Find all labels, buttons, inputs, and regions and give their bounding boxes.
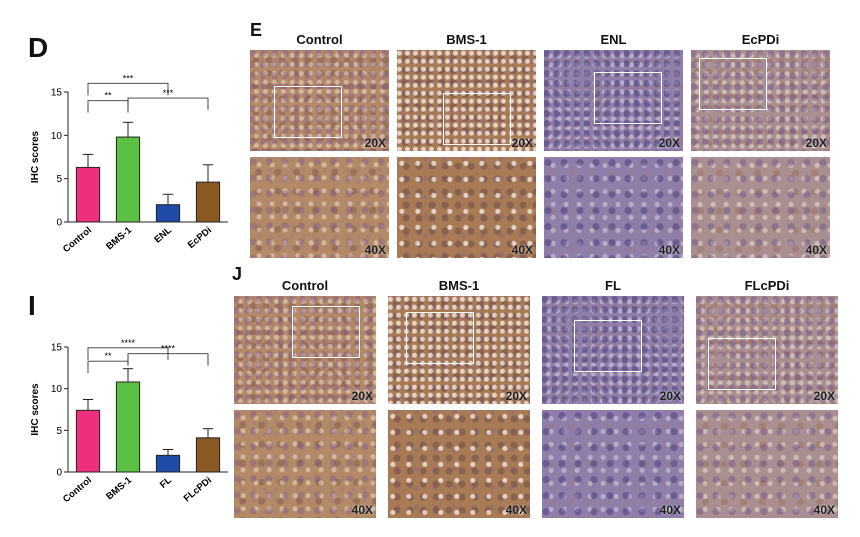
- x-tick-label: EcPDi: [186, 225, 214, 251]
- x-tick-label: FL: [158, 475, 174, 491]
- ihc-image-20x: 20X: [542, 296, 684, 404]
- column-title: BMS-1: [438, 278, 480, 293]
- ihc-image-20x: 20X: [234, 296, 376, 404]
- bar-bms-1: [115, 381, 141, 473]
- bar-fl: [155, 454, 181, 473]
- magnification-label: 20X: [351, 389, 373, 403]
- zoom-region-box: [699, 58, 767, 110]
- panel-letter-i: I: [28, 290, 36, 321]
- bar-ecpdi: [195, 181, 221, 223]
- magnification-label: 40X: [658, 243, 680, 257]
- x-tick-label: BMS-1: [104, 474, 134, 502]
- ihc-image-40x: 40X: [542, 410, 684, 518]
- ihc-image-grid-e: Control 20X 40X BMS-1 20X 40X ENL 20X 40X EcPDi 20…: [250, 32, 830, 258]
- ihc-image-20x: 20X: [388, 296, 530, 404]
- x-tick-label: Control: [61, 475, 94, 505]
- significance-bracket: [127, 97, 209, 111]
- magnification-label: 40X: [351, 503, 373, 517]
- zoom-region-box: [574, 320, 642, 372]
- y-tick-label: 0: [56, 218, 62, 229]
- magnification-label: 40X: [511, 243, 533, 257]
- magnification-label: 20X: [658, 136, 680, 150]
- y-tick-label: 5: [56, 426, 62, 437]
- zoom-region-box: [406, 312, 474, 364]
- ihc-image-40x: 40X: [544, 157, 683, 258]
- bar-control: [75, 409, 101, 473]
- y-tick-label: 5: [56, 174, 62, 185]
- ihc-image-20x: 20X: [691, 50, 830, 151]
- column-title: Control: [296, 32, 343, 47]
- y-tick-label: 10: [51, 384, 63, 395]
- column-title: EcPDi: [741, 32, 780, 47]
- significance-bracket: [87, 360, 129, 374]
- significance-label: ****: [161, 344, 176, 354]
- zoom-region-box: [292, 306, 360, 358]
- magnification-label: 20X: [805, 136, 827, 150]
- x-tick-label: FLcPDi: [182, 475, 214, 504]
- ihc-image-grid-j: Control 20X 40X BMS-1 20X 40X FL 20X 40X FLcPDi 20…: [234, 278, 838, 518]
- magnification-label: 40X: [364, 243, 386, 257]
- y-tick-label: 0: [56, 468, 62, 479]
- column-title: FL: [605, 278, 621, 293]
- zoom-region-box: [274, 86, 342, 138]
- panel-letter-d: D: [28, 32, 49, 63]
- x-tick-label: ENL: [152, 225, 174, 246]
- ihc-image-40x: 40X: [696, 410, 838, 518]
- magnification-label: 40X: [813, 503, 835, 517]
- ihc-image-40x: 40X: [388, 410, 530, 518]
- significance-label: ***: [123, 73, 134, 83]
- magnification-label: 20X: [364, 136, 386, 150]
- significance-label: ****: [121, 338, 136, 348]
- y-tick-label: 15: [51, 343, 63, 354]
- y-axis-label: IHC scores: [30, 383, 41, 436]
- y-tick-label: 15: [51, 88, 63, 99]
- y-axis-label: IHC scores: [30, 130, 41, 183]
- zoom-region-box: [443, 93, 511, 145]
- x-tick-label: BMS-1: [104, 224, 134, 252]
- ihc-image-40x: 40X: [397, 157, 536, 258]
- bar-enl: [155, 204, 181, 223]
- panel-letter-j: J: [232, 264, 243, 284]
- significance-label: **: [104, 91, 112, 101]
- x-tick-label: Control: [61, 225, 94, 255]
- magnification-label: 20X: [511, 136, 533, 150]
- significance-bracket: [87, 82, 169, 96]
- ihc-image-20x: 20X: [397, 50, 536, 151]
- ihc-image-20x: 20X: [250, 50, 389, 151]
- bar-flcpdi: [195, 437, 221, 473]
- ihc-image-20x: 20X: [696, 296, 838, 404]
- zoom-region-box: [708, 338, 776, 390]
- ihc-image-40x: 40X: [250, 157, 389, 258]
- magnification-label: 40X: [505, 503, 527, 517]
- column-title: ENL: [600, 32, 627, 47]
- column-title: Control: [281, 278, 329, 293]
- panel-letter-e: E: [250, 20, 263, 40]
- significance-label: ***: [163, 88, 174, 98]
- column-title: FLcPDi: [744, 278, 790, 293]
- ihc-image-20x: 20X: [544, 50, 683, 151]
- magnification-label: 20X: [813, 389, 835, 403]
- ihc-image-40x: 40X: [691, 157, 830, 258]
- bar-bms-1: [115, 136, 141, 223]
- bar-control: [75, 166, 101, 223]
- significance-label: **: [104, 351, 112, 361]
- magnification-label: 20X: [505, 389, 527, 403]
- zoom-region-box: [594, 72, 662, 124]
- magnification-label: 40X: [805, 243, 827, 257]
- column-title: BMS-1: [446, 32, 487, 47]
- y-tick-label: 10: [51, 131, 63, 142]
- significance-bracket: [87, 100, 129, 113]
- magnification-label: 40X: [659, 503, 681, 517]
- magnification-label: 20X: [659, 389, 681, 403]
- ihc-image-40x: 40X: [234, 410, 376, 518]
- significance-bracket: [127, 353, 209, 366]
